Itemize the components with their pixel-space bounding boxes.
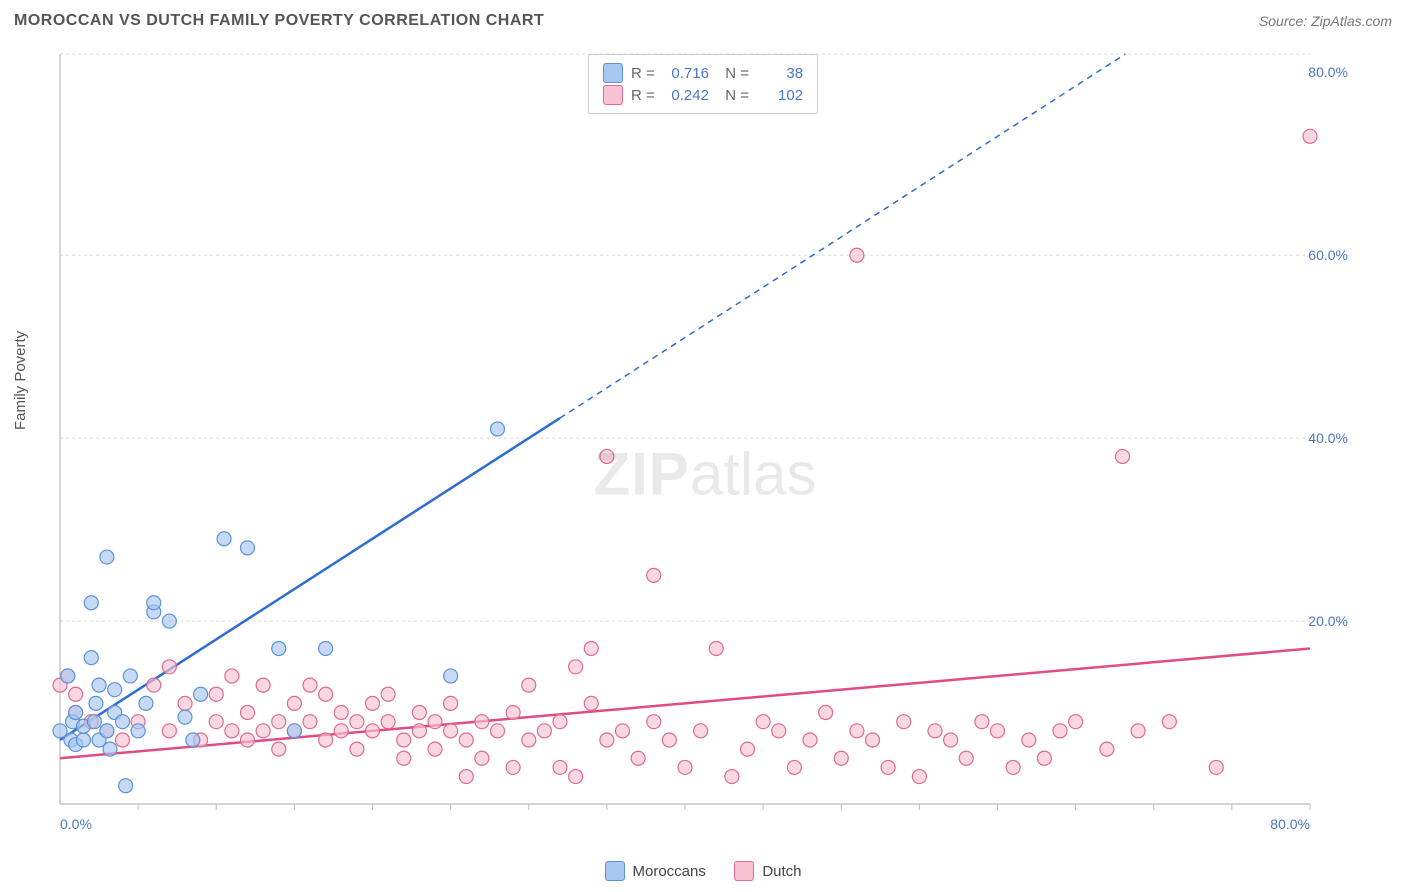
legend-swatch-dutch [734,861,754,881]
stats-row-dutch: R = 0.242 N = 102 [603,85,803,105]
chart-source: Source: ZipAtlas.com [1259,13,1392,29]
y-tick-label: 20.0% [1308,613,1348,629]
correlation-stats-box: R = 0.716 N = 38 R = 0.242 N = 102 [588,54,818,114]
legend-item-moroccans: Moroccans [605,861,706,881]
n-value-dutch: 102 [757,87,803,104]
x-tick-label: 80.0% [1270,816,1310,832]
r-value-moroccans: 0.716 [663,65,709,82]
x-tick-label: 0.0% [60,816,92,832]
bottom-legend: Moroccans Dutch [0,861,1406,886]
r-value-dutch: 0.242 [663,87,709,104]
y-tick-label: 40.0% [1308,430,1348,446]
n-value-moroccans: 38 [757,65,803,82]
y-tick-label: 80.0% [1308,64,1348,80]
scatter-plot-svg [50,44,1360,844]
y-tick-label: 60.0% [1308,247,1348,263]
legend-swatch-moroccans [605,861,625,881]
chart-title: MOROCCAN VS DUTCH FAMILY POVERTY CORRELA… [14,12,544,30]
legend-item-dutch: Dutch [734,861,801,881]
legend-label: Dutch [762,863,801,880]
plot-area: ZIPatlas 20.0%40.0%60.0%80.0%0.0%80.0% [50,44,1360,844]
stats-swatch-dutch [603,85,623,105]
legend-label: Moroccans [633,863,706,880]
stats-swatch-moroccans [603,63,623,83]
stats-row-moroccans: R = 0.716 N = 38 [603,63,803,83]
y-axis-label: Family Poverty [12,331,29,430]
